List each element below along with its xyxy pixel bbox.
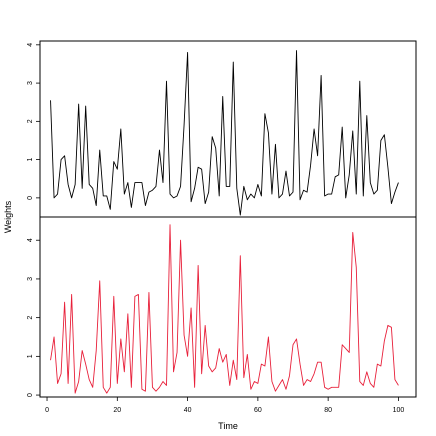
bottom-y-tick-label: 0 (27, 393, 34, 397)
top-y-tick-label: 1 (27, 158, 34, 162)
bottom-y-tick-label: 1 (27, 354, 34, 358)
bottom-y-axis: 0 1 2 3 4 (27, 238, 40, 397)
bottom-y-tick-label: 3 (27, 277, 34, 281)
x-axis: 0 20 40 60 80 100 (45, 397, 404, 414)
bottom-y-tick-label: 2 (27, 316, 34, 320)
top-panel-frame (39, 40, 417, 218)
x-tick-label: 0 (45, 407, 49, 414)
bottom-series-line (50, 224, 399, 394)
top-series-line (50, 50, 399, 216)
top-y-tick-label: 2 (27, 119, 34, 123)
top-y-tick-label: 4 (27, 43, 34, 47)
top-y-tick-label: 3 (27, 81, 34, 85)
top-y-axis: 0 1 2 3 4 (27, 43, 40, 200)
x-tick-label: 100 (393, 407, 405, 414)
x-tick-label: 20 (113, 407, 121, 414)
bottom-panel-frame (39, 216, 417, 398)
y-axis-title: Weights (3, 200, 13, 233)
x-tick-label: 80 (324, 407, 332, 414)
x-tick-label: 40 (184, 407, 192, 414)
top-y-tick-label: 0 (27, 196, 34, 200)
x-axis-title: Time (218, 421, 238, 431)
bottom-y-tick-label: 4 (27, 238, 34, 242)
x-tick-label: 60 (254, 407, 262, 414)
